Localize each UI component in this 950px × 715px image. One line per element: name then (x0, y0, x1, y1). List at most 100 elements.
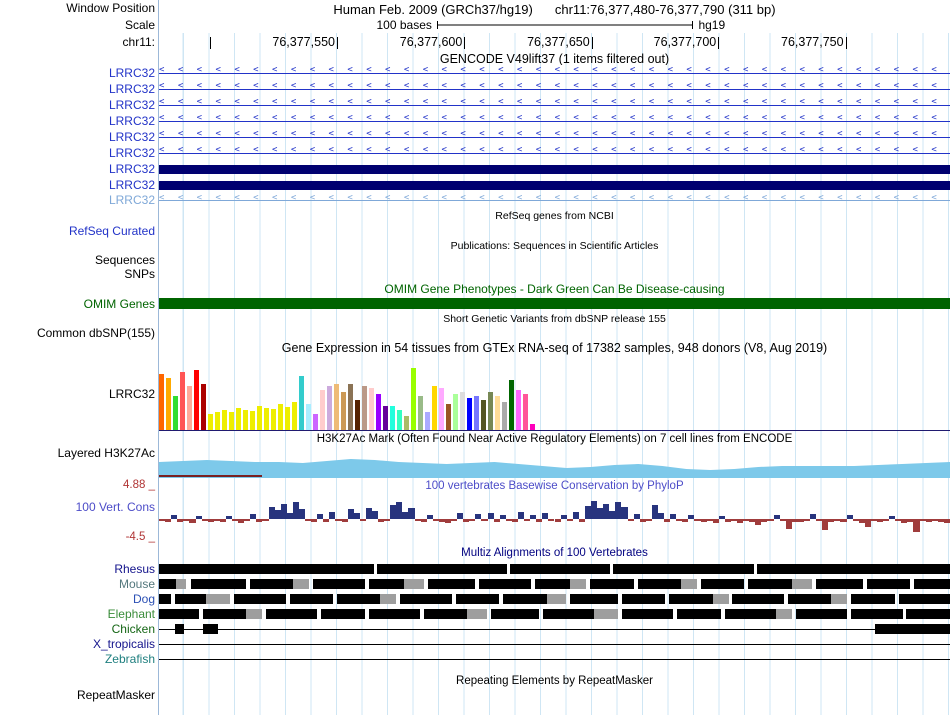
gtex-tissue-bar[interactable] (166, 378, 171, 430)
alignment-segment[interactable] (898, 594, 950, 604)
phylop-bar[interactable] (840, 519, 847, 523)
phylop-bar[interactable] (536, 519, 543, 523)
gtex-tissue-bar[interactable] (285, 407, 290, 430)
phylop-bar[interactable] (572, 512, 579, 519)
alignment-segment[interactable] (637, 579, 682, 589)
gtex-tissue-bar[interactable] (278, 404, 283, 430)
gtex-tissue-bar[interactable] (306, 404, 311, 430)
phylop-bar[interactable] (189, 519, 196, 523)
phylop-track-label[interactable]: 100 Vert. Cons (75, 500, 155, 514)
species-label[interactable]: Dog (0, 592, 159, 607)
phylop-bar[interactable] (822, 519, 829, 531)
phylop-bar[interactable] (402, 511, 409, 519)
phylop-bar[interactable] (846, 514, 853, 519)
gtex-tissue-bar[interactable] (495, 396, 500, 430)
phylop-bar[interactable] (895, 519, 902, 522)
alignment-segment[interactable] (851, 594, 895, 604)
phylop-bar[interactable] (256, 519, 263, 522)
phylop-bar[interactable] (676, 519, 683, 521)
alignment-segment[interactable] (815, 579, 863, 589)
alignment-segment[interactable] (479, 579, 531, 589)
phylop-bar[interactable] (803, 519, 811, 521)
alignment-segment[interactable] (732, 594, 784, 604)
alignment-segment[interactable] (427, 579, 476, 589)
gtex-title[interactable]: Gene Expression in 54 tissues from GTEx … (281, 341, 828, 355)
gtex-tissue-bar[interactable] (369, 388, 374, 430)
alignment-track[interactable] (159, 577, 950, 592)
phylop-bar[interactable] (639, 519, 646, 522)
gtex-tissue-bar[interactable] (292, 402, 297, 430)
refseq-curated-label[interactable]: RefSeq Curated (0, 224, 159, 238)
alignment-segment[interactable] (874, 624, 950, 634)
alignment-segment[interactable] (866, 579, 911, 589)
gtex-tissue-bar[interactable] (418, 396, 423, 430)
phylop-bar[interactable] (511, 519, 518, 522)
gtex-tissue-bar[interactable] (159, 374, 164, 430)
alignment-segment[interactable] (756, 564, 950, 574)
alignment-segment[interactable] (570, 579, 587, 589)
phylop-bar[interactable] (603, 503, 610, 519)
repeatmasker-title[interactable]: Repeating Elements by RepeatMasker (456, 675, 653, 687)
gene-label[interactable]: LRRC32 (0, 97, 159, 113)
phylop-bar[interactable] (353, 512, 360, 519)
phylop-bar[interactable] (323, 519, 330, 522)
gene-label[interactable]: LRRC32 (0, 177, 159, 193)
alignment-segment[interactable] (851, 609, 903, 619)
gtex-tissue-bar[interactable] (460, 392, 465, 430)
gtex-track[interactable] (159, 357, 950, 431)
phylop-bar[interactable] (700, 519, 707, 522)
phylop-bar[interactable] (791, 519, 798, 522)
multiz-title[interactable]: Multiz Alignments of 100 Vertebrates (461, 547, 648, 559)
gene-exon-bar[interactable] (159, 164, 950, 174)
alignment-segment[interactable] (748, 579, 792, 589)
species-label[interactable]: Mouse (0, 577, 159, 592)
gtex-tissue-bar[interactable] (523, 394, 528, 430)
phylop-bar[interactable] (165, 519, 172, 523)
gtex-tissue-bar[interactable] (208, 414, 213, 430)
alignment-segment[interactable] (594, 609, 618, 619)
alignment-segment[interactable] (677, 609, 721, 619)
alignment-segment[interactable] (336, 594, 381, 604)
alignment-segment[interactable] (368, 579, 405, 589)
species-label[interactable]: X_tropicalis (0, 637, 159, 652)
alignment-segment[interactable] (174, 624, 185, 634)
phylop-bar[interactable] (767, 519, 774, 521)
gtex-tissue-bar[interactable] (299, 376, 304, 430)
gtex-tissue-bar[interactable] (194, 370, 199, 430)
phylop-bar[interactable] (597, 508, 604, 519)
alignment-track[interactable] (159, 637, 950, 652)
phylop-bar[interactable] (615, 502, 622, 519)
phylop-bar[interactable] (785, 519, 792, 529)
alignment-segment[interactable] (174, 594, 207, 604)
gtex-tissue-bar[interactable] (250, 411, 255, 430)
phylop-bar[interactable] (718, 515, 725, 519)
phylop-bar[interactable] (420, 519, 427, 523)
phylop-bar[interactable] (219, 519, 226, 522)
gtex-tissue-bar[interactable] (390, 406, 395, 430)
phylop-bar[interactable] (481, 519, 488, 522)
phylop-bar[interactable] (864, 519, 871, 527)
phylop-bar[interactable] (493, 519, 500, 523)
h3k27ac-signal-area[interactable] (159, 448, 950, 478)
phylop-bar[interactable] (286, 512, 293, 519)
sequences-track[interactable] (159, 253, 950, 267)
phylop-bar[interactable] (432, 519, 439, 521)
gene-label[interactable]: LRRC32 (0, 113, 159, 129)
gtex-tissue-bar[interactable] (376, 394, 381, 430)
gene-intron-arrows[interactable]: < < < < < < < < < < < < < < < < < < < < … (159, 65, 950, 81)
phylop-bar[interactable] (645, 519, 652, 522)
alignment-segment[interactable] (795, 609, 848, 619)
phylop-bar[interactable] (706, 519, 713, 522)
alignment-track[interactable] (159, 622, 950, 637)
h3k27ac-title[interactable]: H3K27Ac Mark (Often Found Near Active Re… (316, 433, 793, 445)
phylop-bar[interactable] (177, 519, 184, 522)
alignment-segment[interactable] (321, 609, 365, 619)
gtex-tissue-bar[interactable] (173, 396, 178, 430)
alignment-segment[interactable] (787, 594, 832, 604)
phylop-bar[interactable] (517, 511, 525, 519)
phylop-bar[interactable] (682, 519, 689, 523)
coordinate-axis[interactable]: 76,377,550 76,377,600 76,377,650 76,377,700… (159, 33, 950, 51)
gene-intron-arrows[interactable]: < < < < < < < < < < < < < < < < < < < < … (159, 97, 950, 113)
gtex-tissue-bar[interactable] (243, 410, 248, 430)
gtex-tissue-bar[interactable] (530, 424, 535, 430)
